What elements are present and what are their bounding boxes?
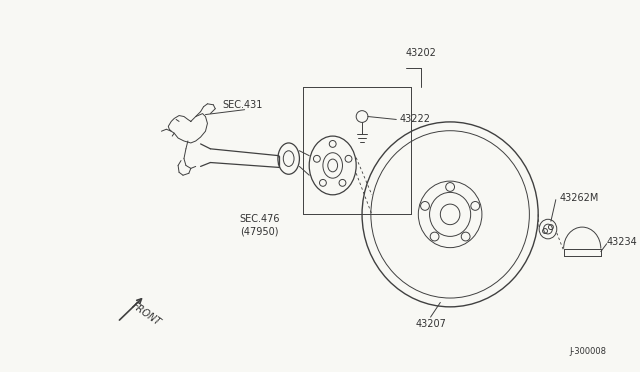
- Text: 43234: 43234: [607, 237, 637, 247]
- Text: J-300008: J-300008: [570, 347, 607, 356]
- Text: 43207: 43207: [415, 319, 446, 329]
- Text: FRONT: FRONT: [129, 301, 162, 328]
- Text: 43202: 43202: [405, 48, 436, 58]
- Text: SEC.476
(47950): SEC.476 (47950): [239, 214, 280, 237]
- Text: 43262M: 43262M: [560, 193, 599, 203]
- Text: SEC.431: SEC.431: [223, 100, 263, 110]
- Text: 43222: 43222: [399, 115, 430, 125]
